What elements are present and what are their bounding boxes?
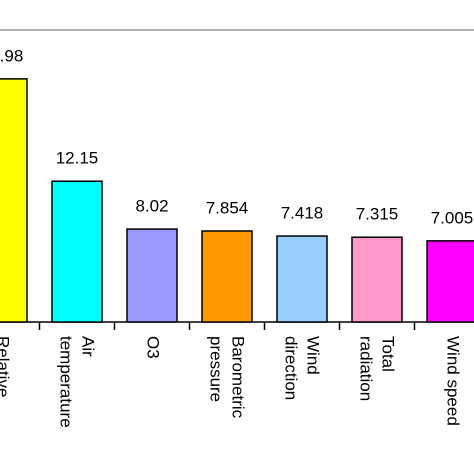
value-label: 7.418 — [281, 204, 324, 223]
x-tick-label: Relative — [0, 336, 13, 397]
bar — [276, 235, 328, 323]
value-label: 7.854 — [206, 198, 249, 217]
x-tick-label: Wind speed — [444, 336, 463, 426]
x-tick-label: temperature — [57, 336, 76, 428]
x-tick-label: Barometric — [229, 336, 248, 419]
bar — [426, 240, 474, 323]
bar — [351, 236, 403, 323]
x-tick-label: Air — [79, 336, 98, 357]
x-tick-label: direction — [282, 336, 301, 400]
value-label: 12.15 — [56, 149, 99, 168]
x-tick-label: radiation — [357, 336, 376, 401]
x-tick-label: O3 — [144, 336, 163, 359]
bar — [201, 230, 253, 323]
x-tick-label: Total — [379, 336, 398, 372]
value-label: 7.315 — [356, 205, 399, 224]
value-label: 20.98 — [0, 46, 23, 65]
value-label: 8.02 — [135, 197, 168, 216]
bar — [0, 78, 28, 323]
x-tick-label: pressure — [207, 336, 226, 402]
value-label: 7.005 — [431, 208, 474, 227]
x-tick-label: Wind — [304, 336, 323, 375]
bar — [51, 180, 103, 323]
bar — [126, 228, 178, 323]
